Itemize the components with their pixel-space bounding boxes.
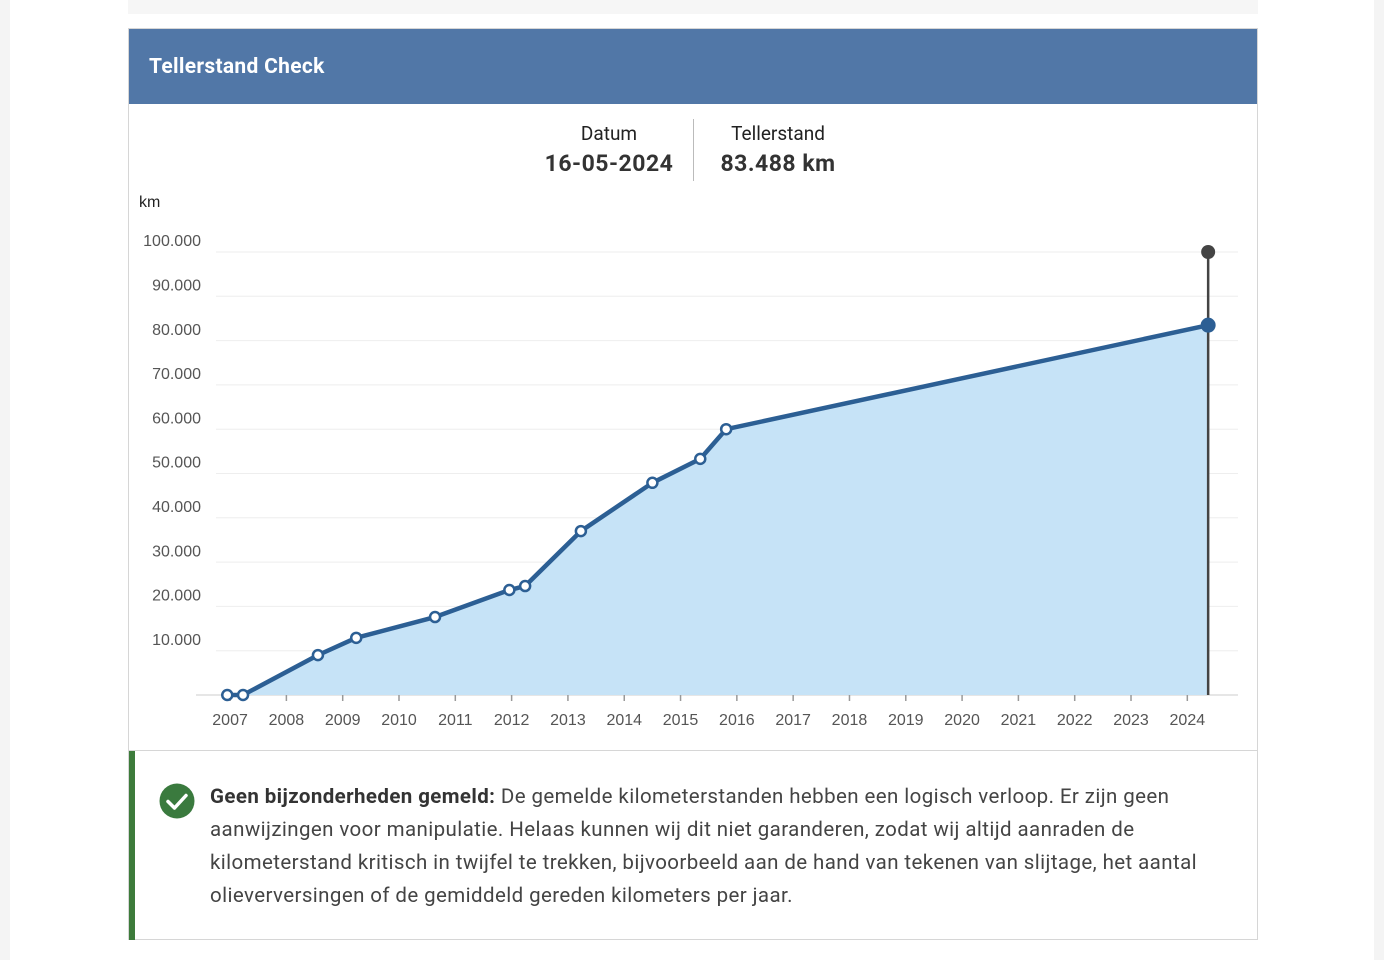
reading-label: Tellerstand	[731, 122, 825, 145]
area	[227, 325, 1209, 695]
line	[227, 322, 1209, 698]
x-tick-label: 2019	[888, 712, 924, 729]
message: Geen bijzonderheden gemeld: De gemelde k…	[129, 750, 1257, 940]
x-tick-label: 2023	[1113, 712, 1149, 729]
y-tick-label: 20.000	[152, 588, 201, 605]
x-tick-label: 2024	[1170, 712, 1206, 729]
x-tick-label: 2015	[663, 712, 699, 729]
x-tick-label: 2009	[325, 712, 361, 729]
point	[518, 579, 532, 593]
x-tick-label: 2007	[212, 712, 248, 729]
x-tick-label: 2018	[832, 712, 868, 729]
separator	[693, 119, 694, 181]
previous-card	[128, 0, 1258, 14]
point	[574, 524, 588, 538]
y-tick-label: 100.000	[143, 233, 201, 250]
x-tick-label: 2012	[494, 712, 530, 729]
reading-block: Tellerstand 83.488 km	[703, 119, 853, 179]
summary: Datum 16-05-2024 Tellerstand 83.488 km	[129, 119, 1257, 183]
point	[646, 476, 659, 490]
y-tick-label: 90.000	[152, 278, 201, 295]
x-tick-label: 2017	[775, 712, 811, 729]
y-tick-label: 80.000	[152, 322, 201, 339]
message-text: Geen bijzonderheden gemeld: De gemelde k…	[210, 781, 1220, 913]
date-value: 16-05-2024	[544, 150, 674, 177]
check-icon	[159, 783, 195, 819]
x-tick-label: 2021	[1001, 712, 1037, 729]
current-dot	[1201, 245, 1216, 259]
point	[503, 583, 516, 597]
x-tick-label: 2008	[269, 712, 305, 729]
y-tick-label: 10.000	[152, 632, 201, 649]
y-tick-label: 70.000	[152, 366, 201, 383]
y-axis-label: km	[139, 194, 160, 211]
point	[694, 452, 707, 466]
x-tick-label: 2020	[944, 712, 980, 729]
x-tick-label: 2010	[381, 712, 417, 729]
point	[311, 648, 325, 662]
x-tick-label: 2011	[438, 712, 473, 729]
x-tick-label: 2016	[719, 712, 755, 729]
date-label: Datum	[580, 122, 638, 145]
page-edge	[1374, 0, 1384, 960]
card-title: Tellerstand Check	[129, 29, 1257, 104]
point	[1200, 317, 1216, 333]
y-tick-label: 40.000	[152, 499, 201, 516]
reading-value: 83.488 km	[720, 150, 836, 177]
date-block: Datum 16-05-2024	[529, 119, 689, 179]
point	[349, 631, 363, 645]
x-tick-label: 2014	[606, 712, 642, 729]
message-title: Geen bijzonderheden gemeld:	[210, 785, 496, 809]
x-tick-label: 2013	[550, 712, 586, 729]
point	[236, 688, 250, 702]
card: Tellerstand Check Datum 16-05-2024 Telle…	[128, 28, 1258, 940]
y-tick-label: 50.000	[152, 455, 201, 472]
y-tick-label: 30.000	[152, 543, 201, 560]
page-edge	[0, 0, 10, 960]
point	[221, 688, 234, 702]
y-tick-label: 60.000	[152, 410, 201, 427]
point	[719, 422, 733, 436]
x-tick-label: 2022	[1057, 712, 1093, 729]
point	[428, 610, 442, 624]
message-bar	[129, 751, 135, 940]
chart: km 10.000 20.000 30.000 40.000 50.000 60.000 70…	[139, 194, 1238, 729]
message-body: De gemelde kilometerstanden hebben een l…	[210, 785, 1198, 908]
